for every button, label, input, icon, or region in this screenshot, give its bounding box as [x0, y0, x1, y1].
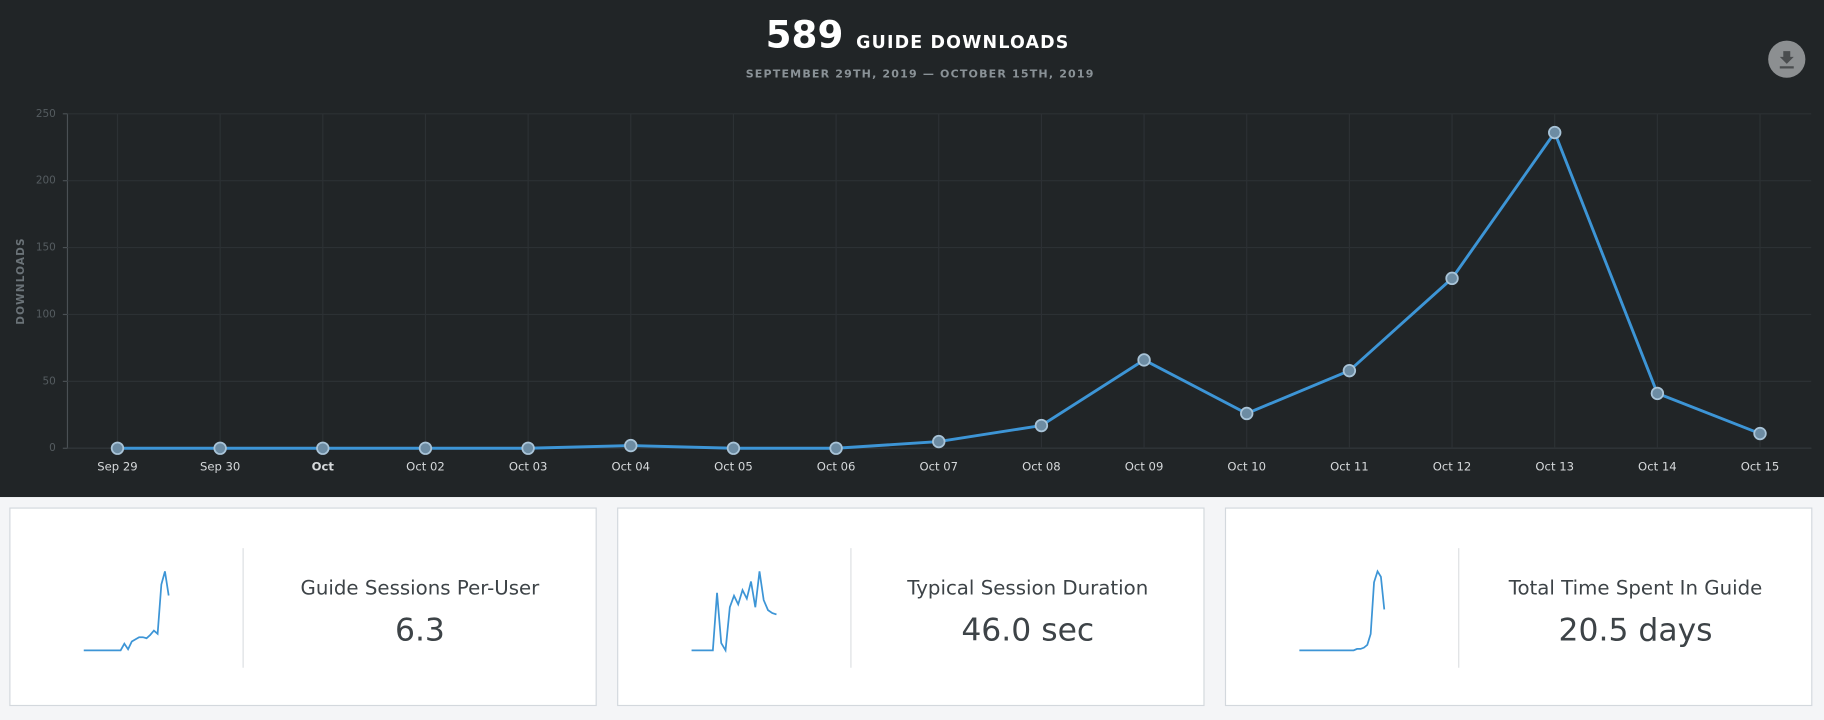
x-tick-label: Sep 29	[97, 459, 137, 473]
card-box	[617, 507, 1205, 707]
x-tick-label: Oct 12	[1433, 459, 1472, 473]
y-tick-label: 50	[43, 375, 56, 387]
y-axis-label: DOWNLOADS	[15, 237, 27, 324]
stat-card: Typical Session Duration 46.0 sec	[617, 507, 1205, 707]
data-point	[213, 441, 227, 455]
x-tick-label: Oct 11	[1330, 459, 1369, 473]
x-tick-label: Oct 06	[817, 459, 856, 473]
data-point	[1034, 418, 1049, 433]
x-tick-label: Oct 09	[1125, 459, 1164, 473]
data-point	[521, 441, 535, 455]
x-tick-label: Oct 14	[1638, 459, 1677, 473]
card-value: 20.5 days	[1559, 613, 1713, 649]
sparkline	[83, 571, 170, 652]
card-value: 6.3	[395, 613, 445, 649]
sparkline	[691, 571, 777, 654]
x-tick-label: Sep 30	[200, 459, 240, 473]
download-button[interactable]	[1768, 40, 1806, 78]
x-tick-label: Oct 02	[406, 459, 445, 473]
data-point	[1548, 125, 1562, 140]
total: 589	[766, 13, 844, 57]
data-point	[1240, 406, 1254, 421]
data-point	[1753, 426, 1767, 441]
y-tick-label: 100	[36, 308, 56, 320]
stat-card: Guide Sessions Per-User 6.3	[9, 507, 597, 707]
data-point	[418, 441, 433, 455]
data-point	[316, 441, 330, 455]
chart-panel	[0, 0, 1824, 498]
x-tick-label: Oct 03	[509, 459, 548, 473]
sparkline	[1299, 569, 1386, 652]
x-tick-label: Oct 15	[1741, 459, 1780, 473]
y-tick-label: 0	[49, 442, 56, 454]
data-point	[1445, 271, 1459, 286]
data-point	[1137, 353, 1151, 367]
data-point	[624, 438, 638, 453]
card-label: Guide Sessions Per-User	[301, 576, 541, 599]
card-value: 46.0 sec	[961, 613, 1094, 649]
title: GUIDE DOWNLOADS	[856, 33, 1069, 53]
data-point	[1342, 363, 1357, 378]
y-tick-label: 250	[36, 108, 56, 120]
data-point	[829, 441, 843, 455]
y-tick-label: 150	[36, 242, 56, 254]
card-label: Typical Session Duration	[906, 576, 1148, 599]
card-box	[1224, 507, 1813, 707]
x-tick-label: Oct 08	[1022, 459, 1061, 473]
data-point	[110, 441, 125, 455]
y-tick-label: 200	[36, 175, 56, 187]
data-point	[932, 434, 946, 449]
card-label: Total Time Spent In Guide	[1508, 576, 1763, 599]
x-tick-label: Oct	[312, 459, 335, 473]
data-point	[726, 441, 741, 455]
card-box	[9, 507, 597, 707]
stat-card: Total Time Spent In Guide 20.5 days	[1224, 507, 1813, 707]
date-range: SEPTEMBER 29TH, 2019 — OCTOBER 15TH, 201…	[746, 67, 1095, 80]
x-tick-label: Oct 13	[1535, 459, 1574, 473]
x-tick-label: Oct 04	[611, 459, 650, 473]
x-tick-label: Oct 07	[919, 459, 958, 473]
data-point	[1650, 386, 1665, 401]
x-tick-label: Oct 10	[1227, 459, 1266, 473]
x-tick-label: Oct 05	[714, 459, 753, 473]
